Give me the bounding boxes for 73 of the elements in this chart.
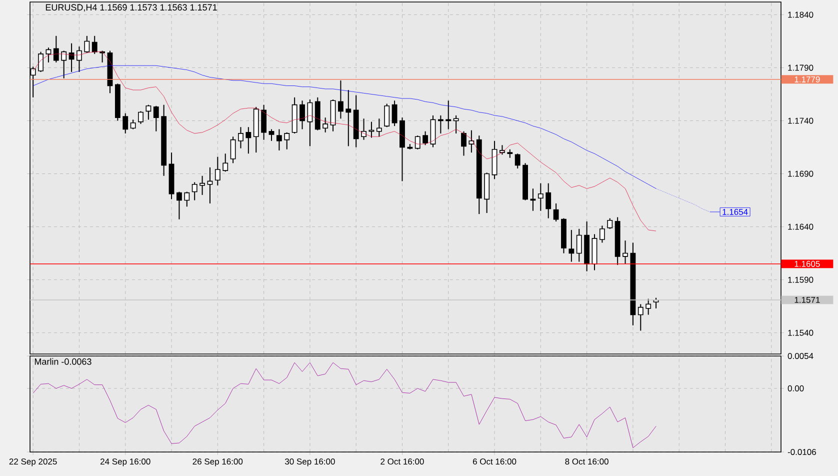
x-tick-label: 24 Sep 16:00 [100,458,150,466]
candlestick [146,104,152,120]
candlestick [338,80,344,120]
candlestick [214,156,220,186]
candlestick [176,191,182,220]
ref-line-label: 1.1779 [794,76,820,82]
candlestick [453,114,459,134]
candlestick [607,218,613,230]
candlestick [307,99,313,147]
candlestick [384,103,390,128]
candlestick [461,130,466,156]
x-tick-label: 8 Oct 16:00 [565,458,608,465]
candlestick [84,35,90,54]
candlestick [514,153,520,169]
candlestick [468,130,474,154]
y-tick-label: 1.1540 [788,330,814,336]
candlestick [268,128,274,142]
x-tick-label: 22 Sep 2025 [9,458,57,466]
candlestick [200,175,205,196]
candlestick [184,191,190,208]
y-tick-label: 1.1640 [788,224,814,230]
candlestick [646,298,652,316]
candlestick [230,136,236,164]
candlestick [192,182,198,201]
candlestick [376,118,382,138]
candlestick [346,89,352,147]
candlestick [261,104,267,140]
candlestick [553,202,559,222]
candlestick [130,119,136,130]
x-tick-label: 2 Oct 16:00 [380,458,424,465]
candlestick [238,126,244,149]
candlestick [546,182,552,219]
candlestick [76,46,82,72]
y-tick-label: 0.00 [788,385,804,392]
candlestick [576,228,582,262]
candlestick [46,47,52,63]
y-tick-label: 1.1590 [788,276,814,283]
candlestick [153,105,159,132]
candlestick [392,100,398,127]
candlestick [138,110,144,124]
candlestick [92,35,98,54]
candlestick [538,182,544,212]
chart-title: Marlin -0.0063 [34,358,92,365]
y-tick-label: -0.0106 [788,448,816,455]
x-tick-label: 6 Oct 16:00 [472,458,516,465]
y-tick-label: 1.1790 [788,64,814,71]
candlestick [622,240,628,264]
candlestick [322,117,328,133]
candlestick [284,132,290,150]
x-tick-label: 30 Sep 16:00 [284,458,335,466]
y-tick-label: 1.1740 [788,118,814,124]
candlestick [207,166,213,204]
candlestick [568,229,574,262]
candlestick [61,50,67,79]
y-tick-label: 1.1840 [788,12,814,18]
candlestick [300,100,305,130]
y-tick-label: 0.0054 [788,352,814,359]
candlestick [222,153,228,172]
candlestick [599,225,605,244]
candlestick [38,51,44,72]
candlestick [53,35,59,63]
ref-line-label: 1.1571 [794,296,820,303]
chart-title: EURUSD,H4 1.1569 1.1573 1.1563 1.1571 [46,4,217,12]
candlestick [122,112,128,134]
candlestick [276,128,282,151]
annotation: 1.1654 [722,208,748,215]
candlestick [638,304,644,332]
candlestick [246,126,252,154]
y-tick-label: 1.1690 [788,170,814,177]
candlestick [422,130,428,146]
x-tick-label: 26 Sep 16:00 [192,458,243,466]
candlestick [414,135,420,150]
ref-line-label: 1.1605 [794,260,820,267]
